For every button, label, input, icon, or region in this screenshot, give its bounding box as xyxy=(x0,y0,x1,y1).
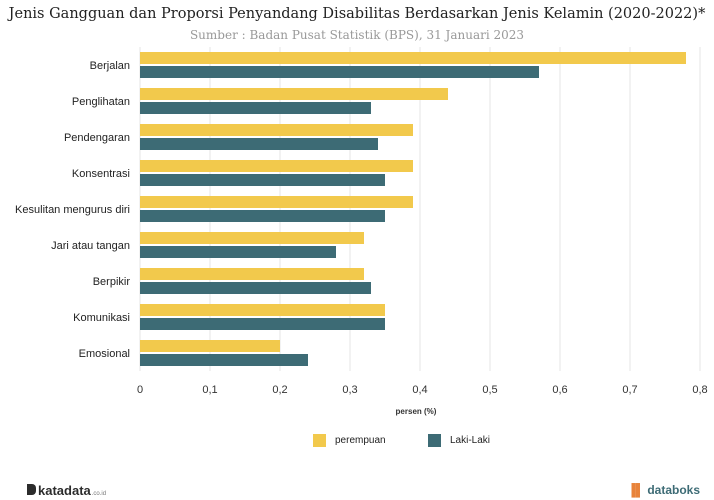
x-tick-label: 0,6 xyxy=(552,384,567,396)
katadata-logo-text: katadata xyxy=(38,483,91,498)
bar-laki-laki xyxy=(140,174,385,186)
x-tick-label: 0,3 xyxy=(342,384,357,396)
x-tick-label: 0 xyxy=(137,384,143,396)
x-axis-label: persen (%) xyxy=(396,407,437,416)
y-category-label: Kesulitan mengurus diri xyxy=(15,204,130,216)
x-tick-label: 0,5 xyxy=(482,384,497,396)
bar-laki-laki xyxy=(140,102,371,114)
katadata-logo: katadata .co.id xyxy=(27,483,106,498)
y-category-label: Jari atau tangan xyxy=(51,240,130,252)
bar-laki-laki xyxy=(140,318,385,330)
bar-perempuan xyxy=(140,340,280,352)
bar-perempuan xyxy=(140,160,413,172)
x-tick-label: 0,4 xyxy=(412,384,427,396)
bar-perempuan xyxy=(140,268,364,280)
legend-item-laki-laki: Laki-Laki xyxy=(428,434,490,447)
chart-subtitle: Sumber : Badan Pusat Statistik (BPS), 31… xyxy=(189,28,525,42)
y-category-label: Emosional xyxy=(79,348,130,360)
bar-laki-laki xyxy=(140,246,336,258)
x-tick-label: 0,8 xyxy=(692,384,707,396)
x-tick-label: 0,1 xyxy=(202,384,217,396)
bar-perempuan xyxy=(140,88,448,100)
legend-label-perempuan: perempuan xyxy=(335,435,386,446)
katadata-mark-icon xyxy=(27,484,36,495)
y-category-label: Komunikasi xyxy=(73,312,130,324)
bar-laki-laki xyxy=(140,138,378,150)
bar-perempuan xyxy=(140,124,413,136)
legend-swatch-laki-laki xyxy=(428,434,441,447)
bar-laki-laki xyxy=(140,282,371,294)
y-category-label: Konsentrasi xyxy=(72,168,130,180)
databoks-logo: ▐▌ databoks xyxy=(627,483,700,497)
bar-perempuan xyxy=(140,196,413,208)
chart-title: Jenis Gangguan dan Proporsi Penyandang D… xyxy=(8,6,706,22)
bar-perempuan xyxy=(140,232,364,244)
y-category-label: Berjalan xyxy=(90,60,130,72)
bar-laki-laki xyxy=(140,354,308,366)
bar-perempuan xyxy=(140,52,686,64)
x-tick-label: 0,7 xyxy=(622,384,637,396)
bar-perempuan xyxy=(140,304,385,316)
y-category-label: Pendengaran xyxy=(64,132,130,144)
legend-item-perempuan: perempuan xyxy=(313,434,386,447)
x-tick-label: 0,2 xyxy=(272,384,287,396)
databoks-bars-icon: ▐▌ xyxy=(627,483,645,497)
bar-laki-laki xyxy=(140,210,385,222)
y-category-label: Penglihatan xyxy=(72,96,130,108)
legend-swatch-perempuan xyxy=(313,434,326,447)
bar-laki-laki xyxy=(140,66,539,78)
y-category-label: Berpikir xyxy=(93,276,131,288)
databoks-logo-text: databoks xyxy=(647,483,700,497)
katadata-logo-suffix: .co.id xyxy=(91,491,107,497)
legend-label-laki-laki: Laki-Laki xyxy=(450,435,491,446)
